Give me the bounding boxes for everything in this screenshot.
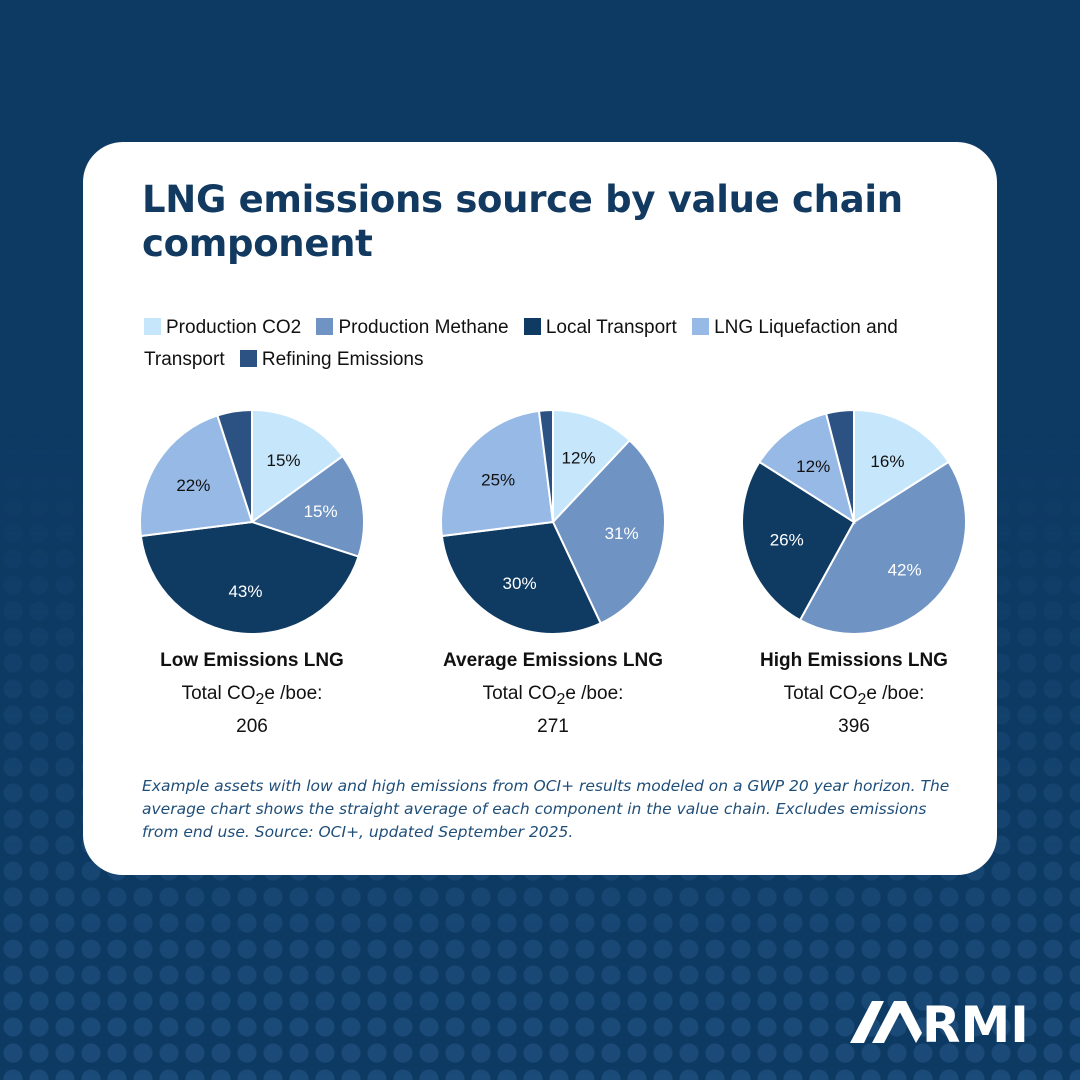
legend-item-local-transport: Local Transport (523, 317, 677, 338)
legend-label: Production CO2 (166, 317, 302, 338)
pie-slice (552, 408, 632, 525)
rmi-mountain-icon (850, 1001, 922, 1043)
pie-slice (249, 454, 365, 558)
pie-slice (139, 520, 360, 635)
legend-item-refining-emissions: Refining Emissions (239, 349, 424, 370)
subscript: 2 (857, 690, 867, 708)
content-card: LNG emissions source by value chain comp… (83, 142, 997, 875)
pie-slice (551, 438, 666, 625)
pie-slice (853, 408, 950, 524)
subtitle-text: e /boe: (866, 683, 925, 704)
chart-subtitle-low: Total CO2e /boe: 206 (112, 680, 392, 740)
pie-slice (798, 460, 967, 635)
legend-item-production-co2: Production CO2 (144, 317, 301, 338)
chart-subtitle-high: Total CO2e /boe: 396 (714, 680, 994, 740)
legend-label: Refining Emissions (261, 349, 424, 370)
pie-slice-label: 22% (176, 476, 210, 495)
chart-title-high: High Emissions LNG (760, 650, 948, 671)
pie-slice (216, 408, 253, 523)
pie-2: 16% 42% 26% 12% (741, 408, 967, 635)
pie-slice (440, 409, 555, 538)
pie-charts: 15% 15% 43% 22% 12% 31% 30% 25% 16% 42% 26% 12% (139, 408, 967, 635)
subtitle-text: Total CO (181, 683, 256, 704)
subtitle-text: Total CO (783, 683, 858, 704)
pie-1: 12% 31% 30% 25% (440, 408, 666, 635)
subtitle-text: Total CO (482, 683, 557, 704)
legend-label: LNG Liquefaction and Transport (144, 317, 898, 370)
chart-title-low: Low Emissions LNG (160, 650, 344, 671)
pie-slice (537, 408, 554, 523)
pie-slice (139, 414, 254, 538)
pie-slice (251, 408, 345, 524)
legend-swatch (144, 318, 161, 335)
brand-name: RMI (922, 996, 1029, 1045)
legend-swatch (316, 318, 334, 335)
legend-label: Local Transport (545, 317, 677, 338)
pie-slice-label: 12% (796, 457, 830, 476)
legend-item-lng-liquefaction: LNG Liquefaction and Transport (144, 317, 898, 370)
chart-subtitle-average: Total CO2e /boe: 271 (413, 680, 693, 740)
page-title: LNG emissions source by value chain comp… (142, 178, 903, 265)
pie-slice-label: 26% (770, 530, 804, 549)
subtitle-text: e /boe: (264, 683, 323, 704)
subscript: 2 (255, 690, 265, 708)
legend-label: Production Methane (338, 317, 509, 338)
pie-slice-label: 31% (605, 524, 639, 543)
pie-slice-label: 16% (870, 452, 904, 471)
pie-slice-label: 42% (888, 561, 922, 580)
pie-slice-label: 43% (228, 582, 262, 601)
subtitle-text: e /boe: (565, 683, 624, 704)
rmi-logo[interactable]: RMI (850, 995, 1050, 1045)
legend-swatch (523, 318, 541, 335)
total-value-high: 396 (838, 715, 870, 737)
pie-slice-label: 12% (562, 448, 596, 467)
legend-swatch (692, 318, 710, 335)
chart-title-average: Average Emissions LNG (443, 650, 663, 671)
legend-swatch (239, 350, 257, 367)
pie-slice-label: 15% (304, 502, 338, 521)
footnote: Example assets with low and high emissio… (142, 777, 950, 841)
pie-0: 15% 15% 43% 22% (139, 408, 365, 635)
pie-slice-label: 30% (503, 574, 537, 593)
chart-legend: Production CO2 Production Methane Local … (144, 312, 954, 376)
pie-slice (440, 520, 603, 635)
total-value-average: 271 (537, 715, 569, 737)
subscript: 2 (556, 690, 566, 708)
legend-item-production-methane: Production Methane (316, 317, 509, 338)
pie-slice (824, 408, 855, 523)
pie-slice (741, 460, 856, 622)
pie-slice-label: 25% (481, 470, 515, 489)
pie-slice-label: 15% (267, 451, 301, 470)
total-value-low: 206 (236, 715, 268, 737)
pie-slice (758, 412, 856, 525)
